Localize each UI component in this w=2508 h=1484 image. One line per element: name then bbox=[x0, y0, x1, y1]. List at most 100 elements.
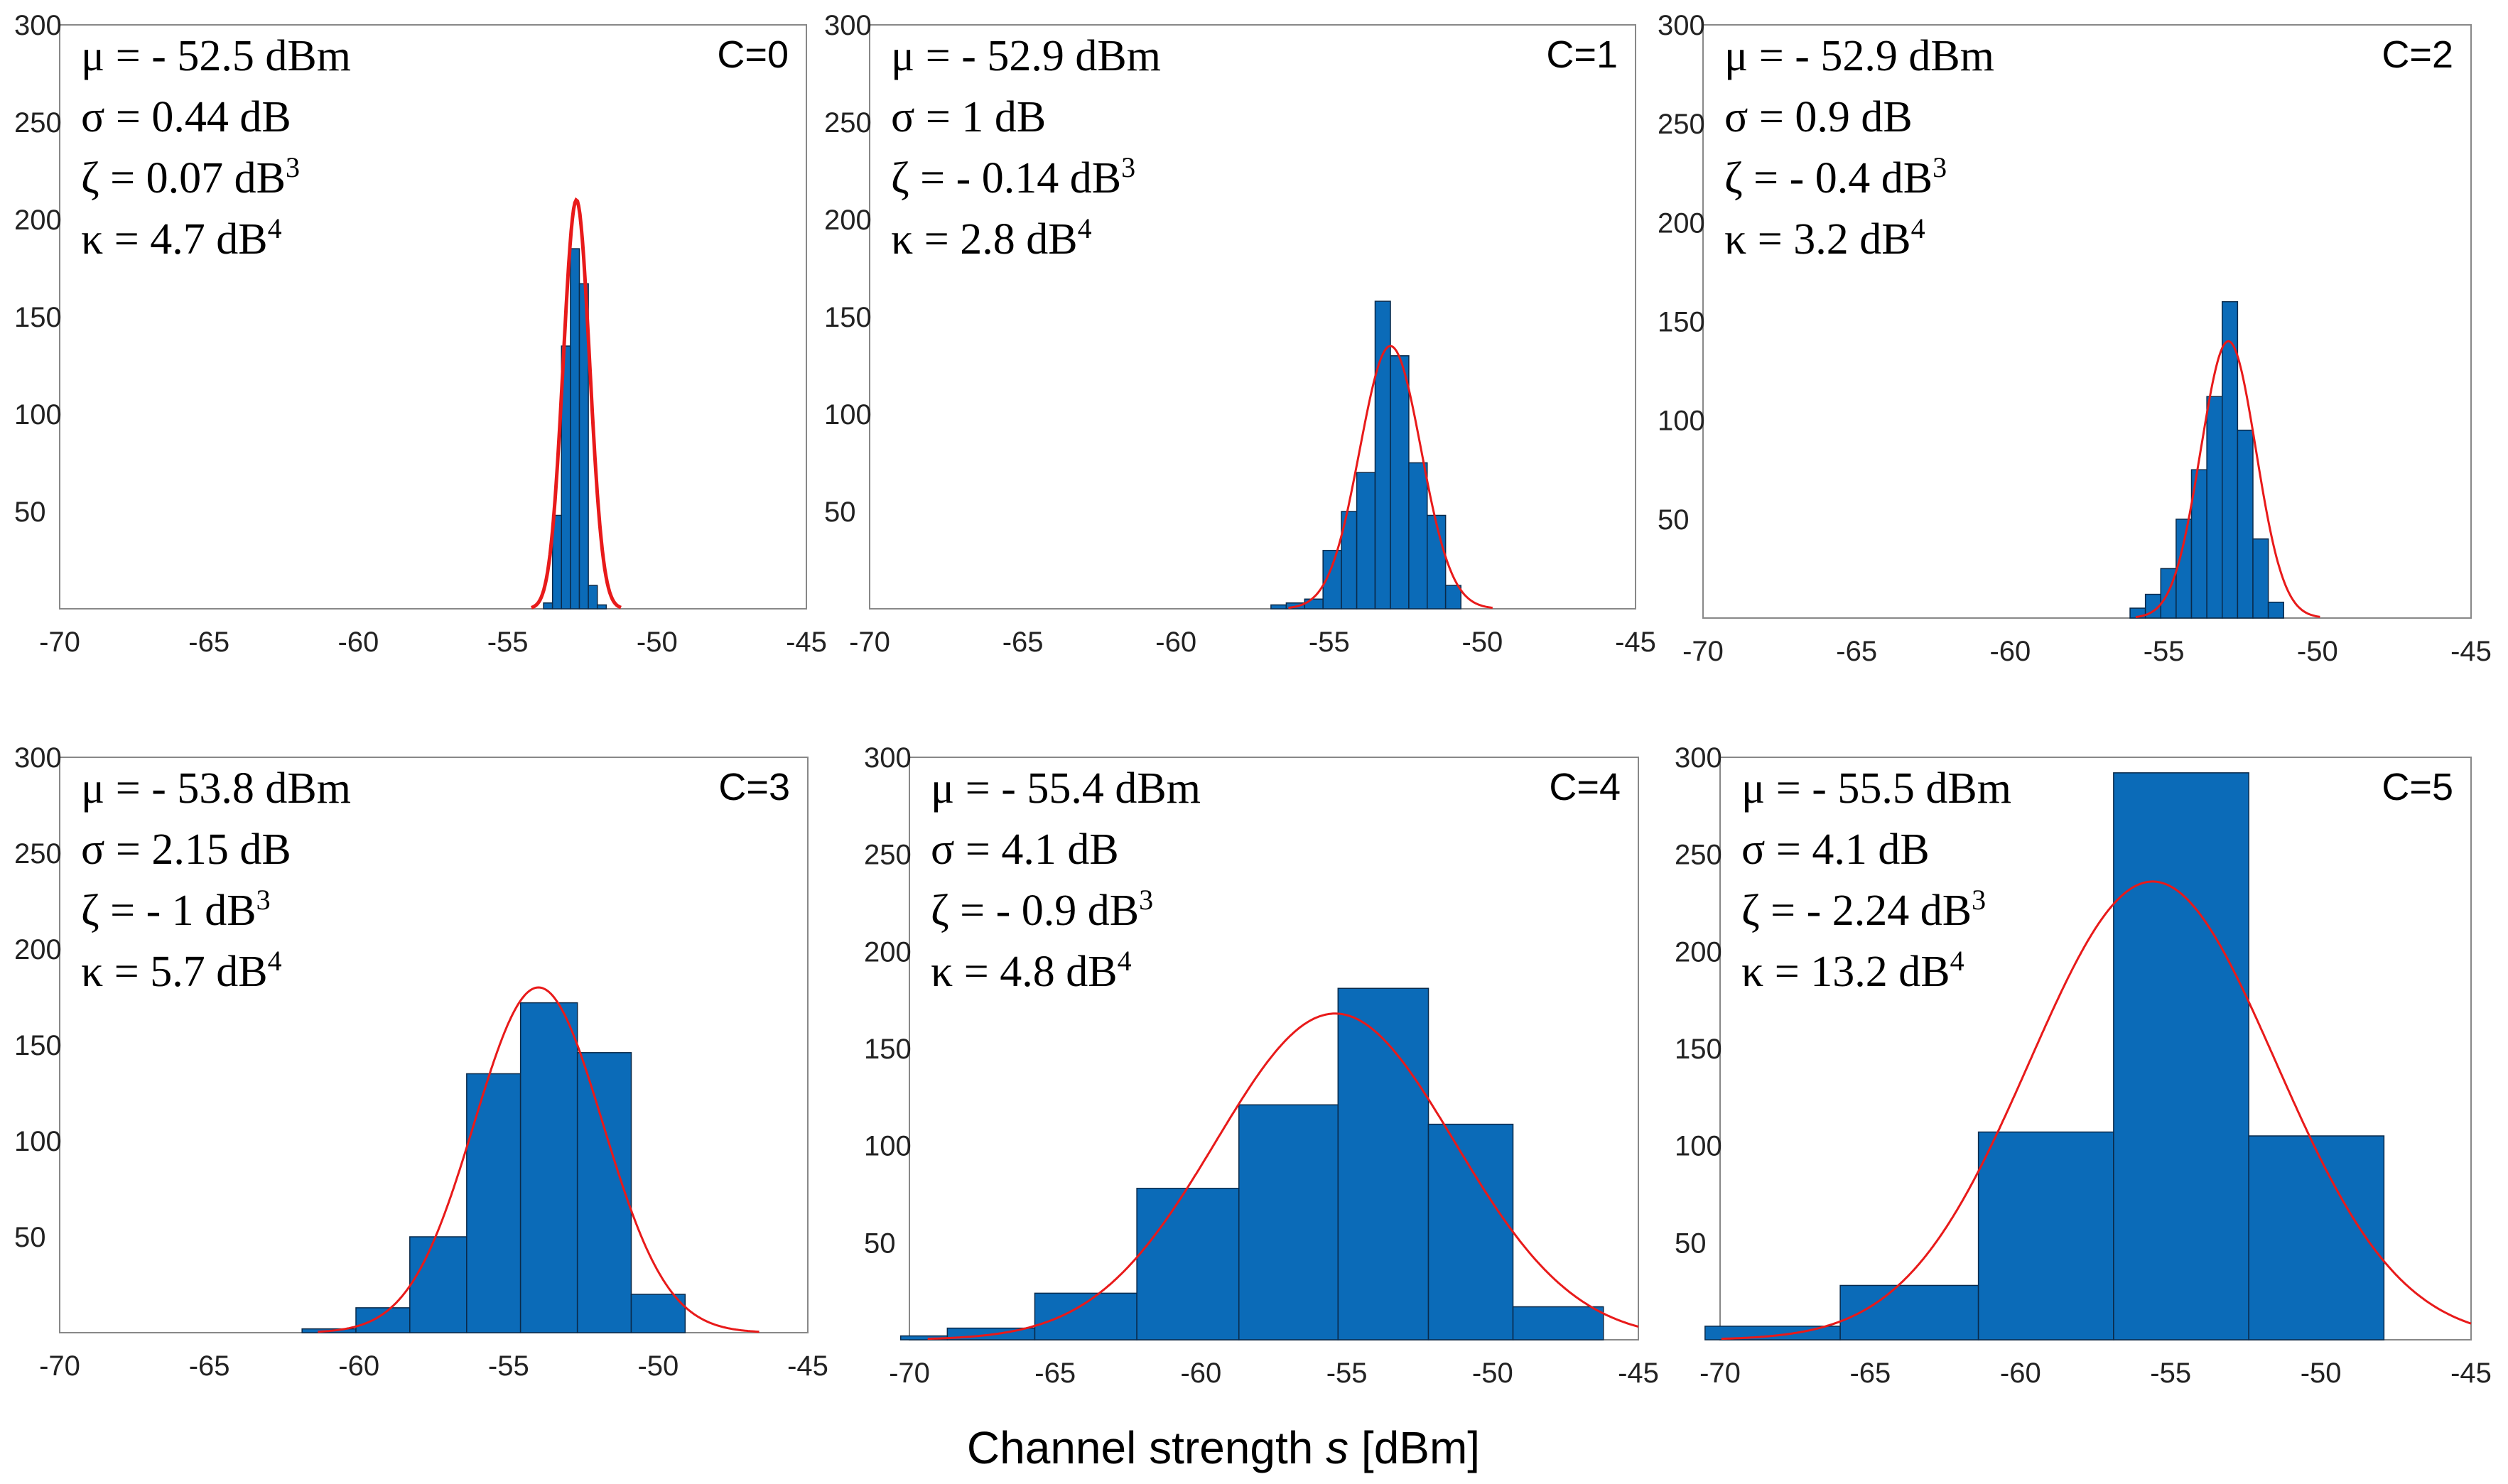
histogram-bar bbox=[466, 1073, 521, 1333]
y-tick-label: 150 bbox=[1675, 1034, 1722, 1065]
panel-1: 50 100 150 200 250 300 -70 -65 -60 -55 -50 -45 C=1 μ … bbox=[824, 10, 1656, 658]
histogram-bar bbox=[1427, 514, 1447, 610]
stat-kurtosis-exponent: 4 bbox=[1950, 945, 1964, 977]
x-tick-label: -45 bbox=[2450, 1358, 2492, 1389]
x-axis-label: Channel strength s [dBm] bbox=[967, 1422, 1480, 1473]
histogram-bar bbox=[630, 1294, 686, 1333]
x-tick-label: -65 bbox=[188, 627, 229, 658]
x-tick-label: -60 bbox=[338, 1350, 379, 1382]
stat-std-dev: σ = 0.9 dB bbox=[1724, 93, 1913, 141]
stat-skewness: ζ = 0.07 dB3 bbox=[81, 151, 300, 202]
stat-skewness-value: ζ = - 0.14 dB bbox=[891, 154, 1121, 202]
y-tick-label: 150 bbox=[14, 1030, 62, 1061]
histogram-bar bbox=[2252, 538, 2269, 619]
x-tick-label: -65 bbox=[1002, 627, 1044, 658]
stat-kurtosis: κ = 5.7 dB4 bbox=[81, 945, 282, 996]
stat-mean: μ = - 52.5 dBm bbox=[81, 32, 351, 80]
histogram-bar bbox=[1512, 1306, 1604, 1341]
y-tick-label: 300 bbox=[14, 742, 62, 774]
histogram-bar bbox=[2267, 601, 2284, 619]
panel-3: 50 100 150 200 250 300 -70 -65 -60 -55 -50 -45 C=3 μ … bbox=[14, 742, 828, 1382]
panel-0: 50 100 150 200 250 300 -70 -65 -60 -55 -50 -45 C=0 μ … bbox=[14, 10, 827, 658]
histogram-bar bbox=[355, 1307, 411, 1333]
x-tick-label: -70 bbox=[1682, 636, 1724, 667]
x-tick-label: -50 bbox=[2301, 1358, 2342, 1389]
x-tick-label: -45 bbox=[1618, 1358, 1659, 1389]
y-tick-label: 150 bbox=[864, 1034, 912, 1065]
y-tick-label: 100 bbox=[1675, 1131, 1722, 1162]
x-tick-label: -60 bbox=[1989, 636, 2031, 667]
x-tick-label: -55 bbox=[488, 1350, 529, 1382]
x-tick-label: -65 bbox=[1836, 636, 1877, 667]
y-tick-label: 300 bbox=[864, 742, 912, 774]
x-tick-label: -60 bbox=[337, 627, 379, 658]
y-tick-label: 250 bbox=[1675, 840, 1722, 871]
y-tick-label: 300 bbox=[1658, 10, 1705, 41]
x-tick-label: -70 bbox=[1699, 1358, 1741, 1389]
y-tick-label: 100 bbox=[824, 399, 872, 430]
y-tick-label: 100 bbox=[14, 399, 62, 430]
histogram-bar bbox=[1444, 585, 1461, 610]
x-tick-label: -45 bbox=[1615, 627, 1656, 658]
stat-std-dev: σ = 4.1 dB bbox=[1741, 825, 1930, 874]
histogram-bar bbox=[409, 1236, 467, 1333]
stat-skewness-exponent: 3 bbox=[1121, 151, 1135, 183]
y-tick-label: 150 bbox=[1658, 307, 1705, 338]
stat-kurtosis-value: κ = 2.8 dB bbox=[891, 215, 1078, 264]
stat-kurtosis: κ = 4.7 dB4 bbox=[81, 212, 282, 264]
y-tick-label: 50 bbox=[1675, 1228, 1707, 1259]
x-tick-label: -50 bbox=[637, 627, 678, 658]
stat-skewness: ζ = - 0.9 dB3 bbox=[931, 884, 1153, 935]
histogram-bar bbox=[1408, 462, 1428, 610]
y-tick-label: 200 bbox=[14, 205, 62, 236]
histogram-bar bbox=[1136, 1188, 1240, 1341]
panels-group: 50 100 150 200 250 300 -70 -65 -60 -55 -50 -45 C=0 μ … bbox=[14, 10, 2492, 1389]
x-tick-label: -50 bbox=[1472, 1358, 1513, 1389]
stat-mean: μ = - 52.9 dBm bbox=[1724, 32, 1994, 80]
x-tick-label: -60 bbox=[1180, 1358, 1221, 1389]
x-tick-label: -45 bbox=[2450, 636, 2492, 667]
histogram-bar bbox=[1337, 987, 1429, 1341]
panel-2: 50 100 150 200 250 300 -70 -65 -60 -55 -50 -45 C=2 μ … bbox=[1658, 10, 2492, 667]
histogram-bar bbox=[588, 585, 598, 610]
x-tick-label: -45 bbox=[786, 627, 827, 658]
histogram-bar bbox=[596, 604, 607, 610]
y-tick-label: 300 bbox=[824, 10, 872, 41]
x-tick-label: -65 bbox=[1849, 1358, 1891, 1389]
histogram-bar bbox=[2175, 519, 2193, 619]
y-tick-label: 200 bbox=[14, 934, 62, 965]
fit-curve bbox=[1721, 880, 2472, 1341]
panel-title: C=1 bbox=[1546, 33, 1618, 76]
y-tick-label: 300 bbox=[1675, 742, 1722, 774]
stat-skewness-exponent: 3 bbox=[256, 884, 271, 916]
stat-kurtosis-exponent: 4 bbox=[1911, 212, 1925, 244]
stat-kurtosis-value: κ = 3.2 dB bbox=[1724, 215, 1911, 264]
stat-std-dev: σ = 1 dB bbox=[891, 93, 1046, 141]
stat-skewness-value: ζ = - 1 dB bbox=[81, 887, 256, 935]
x-tick-label: -55 bbox=[2144, 636, 2185, 667]
histogram-bar bbox=[543, 602, 553, 610]
y-tick-label: 50 bbox=[14, 1222, 46, 1253]
stat-kurtosis-exponent: 4 bbox=[1118, 945, 1132, 977]
histogram-bar bbox=[1356, 472, 1376, 610]
y-tick-label: 200 bbox=[1658, 207, 1705, 239]
panel-title: C=3 bbox=[718, 766, 790, 808]
x-tick-label: -70 bbox=[849, 627, 890, 658]
stat-std-dev: σ = 4.1 dB bbox=[931, 825, 1119, 874]
panel-title: C=2 bbox=[2382, 33, 2453, 76]
x-tick-label: -70 bbox=[39, 1350, 80, 1382]
histogram-bar bbox=[2237, 429, 2254, 619]
y-tick-label: 50 bbox=[824, 497, 856, 528]
y-tick-label: 250 bbox=[824, 107, 872, 139]
histogram-bar bbox=[576, 1052, 632, 1333]
stat-skewness: ζ = - 2.24 dB3 bbox=[1741, 884, 1986, 935]
stat-kurtosis-value: κ = 4.8 dB bbox=[931, 948, 1118, 996]
stat-skewness-exponent: 3 bbox=[286, 151, 300, 183]
histogram-bar bbox=[1390, 355, 1410, 610]
plot-frame bbox=[869, 24, 1636, 610]
stat-kurtosis: κ = 3.2 dB4 bbox=[1724, 212, 1925, 264]
stat-skewness-exponent: 3 bbox=[1139, 884, 1153, 916]
panel-title: C=4 bbox=[1549, 766, 1621, 808]
stat-skewness-exponent: 3 bbox=[1933, 151, 1947, 183]
